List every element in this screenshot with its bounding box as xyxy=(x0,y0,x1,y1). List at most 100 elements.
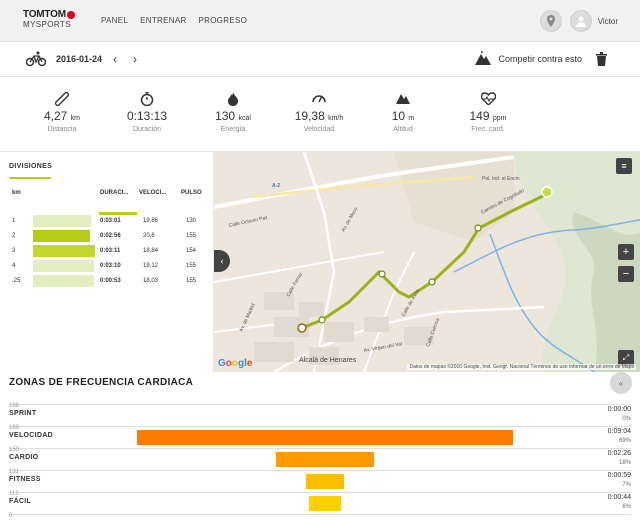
map-attribution[interactable]: Datos de mapas ©2016 Google, Inst. Geogr… xyxy=(407,364,636,370)
stat-label: Velocidad xyxy=(303,126,335,133)
stopwatch-icon xyxy=(140,92,154,106)
activity-date: 2016-01-24 xyxy=(56,54,103,64)
cell-duration: 0:03:11 xyxy=(100,248,121,254)
nav-progreso[interactable]: PROGRESO xyxy=(198,16,248,25)
zone-divider xyxy=(9,404,631,405)
activity-stats: 4,27 km Distancia 0:13:13 Duración 130 k… xyxy=(0,78,640,152)
fullscreen-icon: ⤢ xyxy=(622,353,630,362)
collapse-panel-button[interactable]: ‹ xyxy=(214,250,230,272)
trash-icon[interactable] xyxy=(596,52,607,66)
zone-name: FITNESS xyxy=(9,476,41,483)
zone-name: SPRINT xyxy=(9,410,37,417)
stat-unit: ppm xyxy=(492,115,507,122)
cell-pulse: 155 xyxy=(186,278,197,284)
table-row[interactable]: 4 0:03:10 19,12 155 xyxy=(0,259,214,273)
stat-speed: 19,38 km/h Velocidad xyxy=(279,92,359,133)
zones-collapse-button[interactable]: « xyxy=(610,372,632,394)
stat-value: 10 xyxy=(391,109,406,123)
zone-bar xyxy=(275,452,375,467)
split-bar xyxy=(33,230,91,242)
activity-header: 2016-01-24 ‹ › Competir contra esto xyxy=(0,43,640,77)
ruler-icon xyxy=(55,92,69,106)
sort-indicator xyxy=(99,212,137,215)
logo-dot xyxy=(66,10,75,19)
stat-label: Duración xyxy=(132,126,161,133)
zone-time: 0:09:04 xyxy=(607,428,631,435)
zone-divider xyxy=(9,514,631,515)
bpm-mark: 112 xyxy=(9,491,19,497)
bpm-mark: 169 xyxy=(9,425,20,431)
bpm-mark: 0 xyxy=(9,513,13,519)
location-pin-button[interactable] xyxy=(539,10,562,32)
divisions-tab[interactable]: DIVISIONES xyxy=(9,163,53,170)
stat-unit: km/h xyxy=(328,115,344,122)
tomtom-logo[interactable]: TOMTOM MYSPORTS xyxy=(23,9,75,29)
top-nav: TOMTOM MYSPORTS PANEL ENTRENAR PROGRESO … xyxy=(0,0,640,42)
zone-percent: 7% xyxy=(622,482,631,488)
heart-icon xyxy=(480,92,496,105)
zone-name: FÁCIL xyxy=(9,498,32,505)
zone-divider xyxy=(9,492,631,493)
collapse-icon: « xyxy=(618,378,624,388)
flame-icon xyxy=(228,92,238,106)
stat-label: Energía xyxy=(220,126,246,133)
cell-pulse: 130 xyxy=(186,218,197,224)
bpm-mark: 188 xyxy=(9,403,20,409)
cell-km: 4 xyxy=(12,263,16,269)
bpm-mark: 131 xyxy=(9,469,20,475)
cell-speed: 19,86 xyxy=(143,218,159,224)
cell-speed: 18,03 xyxy=(143,278,159,284)
col-header-km[interactable]: km xyxy=(12,190,21,196)
compete-button[interactable]: Competir contra esto xyxy=(498,54,582,64)
zone-bar xyxy=(308,496,342,511)
avatar[interactable] xyxy=(569,10,592,32)
zone-bar xyxy=(305,474,345,489)
bpm-mark: 150 xyxy=(9,447,20,453)
cell-km: ,25 xyxy=(12,278,21,284)
map-canvas[interactable]: Pol. Ind. el Encin Camino de Cogolludo A… xyxy=(214,152,640,372)
cell-pulse: 155 xyxy=(186,263,197,269)
col-header-duration[interactable]: DURACI... xyxy=(100,190,129,196)
google-logo[interactable]: Google xyxy=(218,358,253,369)
fullscreen-button[interactable]: ⤢ xyxy=(618,350,634,366)
zone-percent: 69% xyxy=(618,438,631,444)
table-row[interactable]: 1 0:03:01 19,86 130 xyxy=(0,214,214,228)
user-name[interactable]: Victor xyxy=(597,16,618,26)
previous-activity-button[interactable]: ‹ xyxy=(113,52,117,66)
plus-icon: + xyxy=(622,246,630,258)
zone-divider xyxy=(9,470,631,471)
compete-icon[interactable] xyxy=(475,51,491,65)
stat-duration: 0:13:13 Duración xyxy=(107,92,187,133)
zoom-in-button[interactable]: + xyxy=(618,244,634,260)
zone-time: 0:00:59 xyxy=(607,472,631,479)
stat-value: 149 xyxy=(469,109,490,123)
logo-text: TOMTOM xyxy=(23,9,66,20)
col-header-pulse[interactable]: PULSO xyxy=(181,190,202,196)
bicycle-icon xyxy=(26,51,46,67)
next-activity-button[interactable]: › xyxy=(133,52,137,66)
col-header-speed[interactable]: VELOCI... xyxy=(139,190,167,196)
map-label: A-2 xyxy=(272,183,280,189)
zone-percent: 0% xyxy=(622,416,631,422)
map-label: Alcalá de Henares xyxy=(299,357,357,364)
split-bar xyxy=(33,215,92,227)
map-menu-button[interactable]: ≡ xyxy=(616,158,632,174)
table-row[interactable]: 3 0:03:11 18,84 154 xyxy=(0,244,214,258)
divisions-panel: DIVISIONES km DURACI... VELOCI... PULSO … xyxy=(0,152,214,372)
zone-time: 0:00:00 xyxy=(607,406,631,413)
zone-time: 0:00:44 xyxy=(607,494,631,501)
cell-speed: 20,6 xyxy=(143,233,155,239)
hr-zones-title: ZONAS DE FRECUENCIA CARDIACA xyxy=(9,377,194,388)
zoom-out-button[interactable]: − xyxy=(618,266,634,282)
table-row[interactable]: 2 0:02:56 20,6 155 xyxy=(0,229,214,243)
speedometer-icon xyxy=(312,95,326,103)
cell-pulse: 154 xyxy=(186,248,197,254)
zone-name: CARDIO xyxy=(9,454,39,461)
nav-panel[interactable]: PANEL xyxy=(101,16,129,25)
stat-heart-rate: 149 ppm Frec. card. xyxy=(448,92,528,133)
table-row[interactable]: ,25 0:00:53 18,03 155 xyxy=(0,274,214,288)
nav-entrenar[interactable]: ENTRENAR xyxy=(140,16,187,25)
cell-duration: 0:03:01 xyxy=(100,218,121,224)
route-map[interactable]: Pol. Ind. el Encin Camino de Cogolludo A… xyxy=(214,152,640,372)
stat-unit: kcal xyxy=(238,115,251,122)
